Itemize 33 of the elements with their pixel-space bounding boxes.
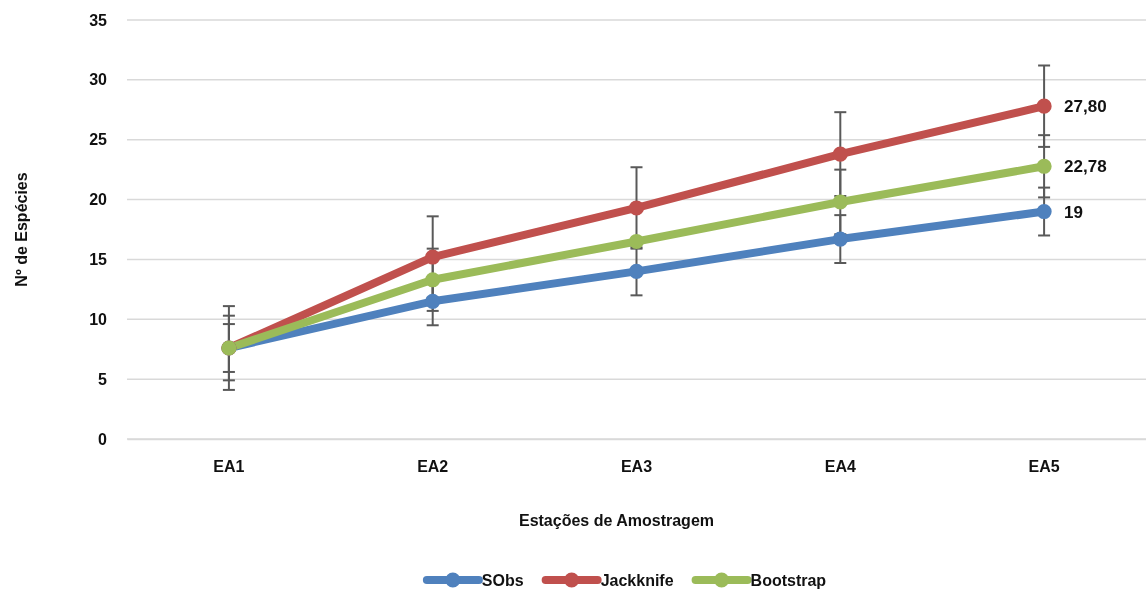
x-tick-label: EA3 (620, 458, 653, 476)
data-label: 19 (1064, 202, 1084, 222)
y-tick-label: 5 (98, 370, 108, 388)
y-tick-label: 35 (89, 11, 108, 29)
data-label: 27,80 (1064, 97, 1107, 117)
point (1036, 203, 1052, 220)
point (1036, 98, 1052, 114)
point (425, 249, 441, 265)
y-tick-label: 30 (89, 71, 108, 89)
point (832, 146, 848, 162)
point (425, 272, 441, 288)
y-tick-label: 0 (98, 430, 108, 448)
y-tick-label: 15 (89, 251, 108, 269)
x-tick-label: EA5 (1028, 458, 1060, 476)
legend-label: Bootstrap (750, 572, 827, 589)
point (1036, 158, 1052, 174)
legend-label: SObs (481, 572, 524, 589)
data-label: 22,78 (1064, 157, 1107, 177)
y-axis-title: Nº de Espécies (13, 172, 30, 287)
x-axis-title: Estações de Amostragem (518, 512, 715, 529)
point (628, 233, 645, 250)
x-tick-label: EA2 (417, 458, 449, 476)
point (628, 263, 645, 279)
y-tick-label: 20 (89, 191, 108, 209)
point (832, 231, 848, 247)
legend-label: Jackknife (600, 572, 674, 589)
x-tick-label: EA1 (213, 458, 245, 476)
x-tick-label: EA4 (824, 458, 856, 476)
point (425, 293, 441, 309)
point (832, 194, 848, 210)
y-tick-label: 25 (89, 131, 108, 149)
point (628, 200, 645, 216)
y-tick-label: 10 (89, 310, 108, 328)
